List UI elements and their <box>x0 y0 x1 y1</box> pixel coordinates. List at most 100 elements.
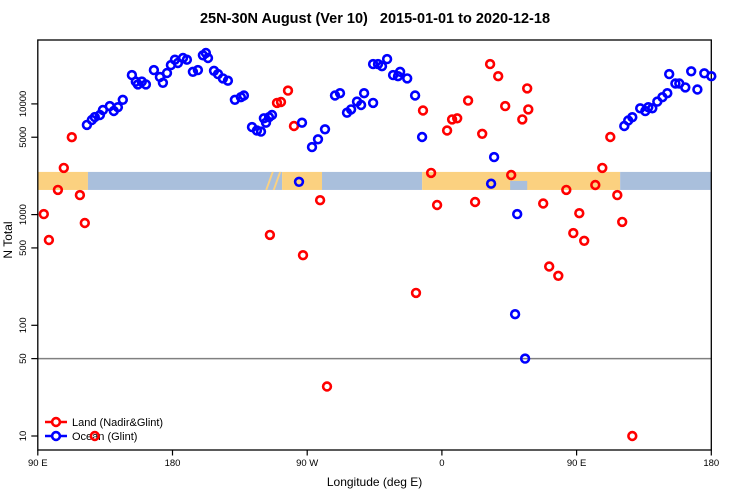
data-point-ocean <box>187 66 199 78</box>
data-point-land <box>288 120 300 132</box>
y-tick-label: 1000 <box>18 204 29 225</box>
data-point-ocean <box>140 79 152 90</box>
data-point-land <box>425 167 437 179</box>
data-point-ocean <box>293 176 305 188</box>
data-point-land <box>431 199 443 211</box>
data-point-ocean <box>367 97 379 109</box>
data-point-land <box>469 196 481 208</box>
data-point-land <box>74 189 86 201</box>
data-point-land <box>446 114 458 125</box>
data-point-land <box>578 235 590 247</box>
data-point-land <box>43 234 55 246</box>
data-point-land <box>38 208 49 220</box>
data-point-land <box>616 216 628 228</box>
data-point-land <box>605 131 616 143</box>
data-point-land <box>484 58 496 70</box>
data-point-land <box>500 100 511 112</box>
x-tick-label: 0 <box>439 458 444 469</box>
data-point-ocean <box>647 103 658 114</box>
data-point-ocean <box>296 117 308 128</box>
x-tick-label: 90 E <box>567 458 587 469</box>
x-tick-label: 90 E <box>28 458 48 469</box>
data-point-land <box>410 287 422 299</box>
data-point-ocean <box>358 87 370 99</box>
data-point-land <box>553 270 564 281</box>
data-point-ocean <box>334 87 346 99</box>
ocean-band-segment <box>87 171 283 190</box>
data-point-ocean <box>192 64 204 76</box>
legend-marker-land <box>50 416 62 428</box>
data-point-ocean <box>161 67 173 79</box>
data-point-ocean <box>485 178 497 189</box>
y-tick-label: 10 <box>18 431 29 442</box>
data-point-ocean <box>685 66 697 77</box>
data-point-land <box>52 184 64 196</box>
data-point-land <box>89 430 101 442</box>
data-point-land <box>275 96 287 108</box>
data-point-ocean <box>238 90 250 101</box>
data-point-ocean <box>112 101 124 113</box>
data-point-ocean <box>89 111 101 123</box>
data-point-ocean <box>148 64 160 76</box>
data-point-land <box>79 217 91 229</box>
data-point-land <box>441 125 453 136</box>
data-point-ocean <box>409 90 421 101</box>
x-tick-label: 180 <box>703 458 719 469</box>
data-point-land <box>523 104 534 115</box>
data-point-land <box>314 195 326 206</box>
data-point-land <box>597 162 608 174</box>
data-point-land <box>297 250 309 261</box>
legend-label-land: Land (Nadir&Glint) <box>72 417 163 429</box>
data-point-ocean <box>306 141 318 153</box>
data-point-land <box>537 198 549 209</box>
data-point-land <box>264 229 276 241</box>
x-axis-title: Longitude (deg E) <box>327 475 422 489</box>
data-point-ocean <box>488 151 500 163</box>
data-point-ocean <box>329 90 341 101</box>
data-point-ocean <box>376 60 388 72</box>
ocean-notch <box>510 180 528 190</box>
data-point-land <box>517 114 528 125</box>
data-point-land <box>493 70 504 82</box>
data-point-ocean <box>680 82 691 93</box>
data-point-land <box>574 208 585 219</box>
data-point-land <box>66 132 78 143</box>
data-point-ocean <box>402 73 413 84</box>
y-tick-label: 100 <box>18 317 29 333</box>
data-point-ocean <box>662 87 673 99</box>
data-point-ocean <box>255 126 267 137</box>
data-point-ocean <box>202 52 214 64</box>
y-tick-label: 500 <box>18 240 29 256</box>
y-tick-label: 10000 <box>18 91 29 117</box>
data-point-ocean <box>670 78 681 89</box>
data-point-ocean <box>519 353 531 364</box>
data-point-land <box>568 227 579 239</box>
data-point-land <box>506 169 517 181</box>
data-point-ocean <box>355 99 367 111</box>
data-point-ocean <box>692 84 703 95</box>
data-point-land <box>417 105 429 116</box>
y-tick-label: 50 <box>18 353 29 364</box>
island-sliver <box>272 171 282 190</box>
data-point-land <box>321 381 333 392</box>
data-point-land <box>561 184 572 196</box>
data-point-ocean <box>394 66 406 78</box>
data-point-ocean <box>200 47 212 59</box>
data-point-ocean <box>266 109 278 121</box>
data-point-land <box>452 113 463 124</box>
island-sliver <box>265 171 274 190</box>
data-point-ocean <box>627 111 638 123</box>
data-point-ocean <box>416 131 428 143</box>
data-point-land <box>521 83 533 94</box>
data-point-ocean <box>181 54 193 65</box>
data-point-ocean <box>117 94 129 106</box>
land-band-segment <box>37 171 88 190</box>
data-point-ocean <box>222 75 234 86</box>
data-point-land <box>477 128 488 140</box>
x-tick-label: 90 W <box>296 458 318 469</box>
data-point-land <box>590 179 601 191</box>
ocean-band-segment <box>322 171 423 190</box>
data-point-ocean <box>511 208 523 220</box>
y-axis-title: N Total <box>1 221 15 258</box>
